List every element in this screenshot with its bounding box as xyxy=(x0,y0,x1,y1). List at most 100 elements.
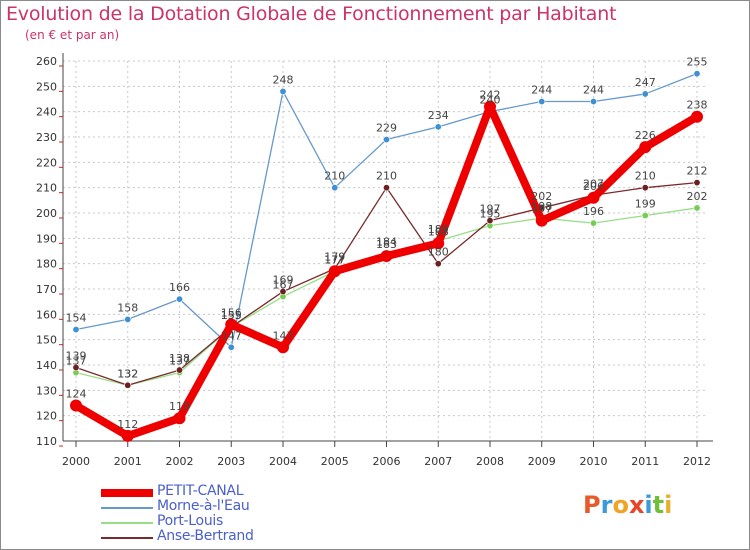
data-labels: 154 158 166 147 248 210 229 234 240 244 244 247 255 1… xyxy=(66,56,708,431)
data-point-petit-canal xyxy=(535,214,548,227)
legend-item: Anse-Bertrand xyxy=(101,528,321,545)
legend-label: Anse-Bertrand xyxy=(157,528,254,544)
legend-label: Port-Louis xyxy=(157,513,223,529)
data-point-morne-l-eau xyxy=(72,326,80,334)
logo-letter: i xyxy=(664,491,673,519)
y-tick-label: 130 xyxy=(36,384,57,397)
y-tick-label: 220 xyxy=(36,156,57,169)
data-point-petit-canal xyxy=(380,250,393,263)
data-label-anse-bertrand: 169 xyxy=(273,274,294,287)
data-point-petit-canal xyxy=(70,399,82,412)
data-label-port-louis: 202 xyxy=(687,190,708,203)
data-label-morne-l-eau: 255 xyxy=(687,56,708,69)
data-label-petit-canal: 238 xyxy=(687,99,708,112)
data-point-anse-bertrand xyxy=(176,366,184,374)
data-label-anse-bertrand: 210 xyxy=(635,170,656,183)
data-point-port-louis xyxy=(589,219,597,227)
data-label-port-louis: 198 xyxy=(531,200,552,213)
data-point-petit-canal xyxy=(587,191,600,204)
data-label-anse-bertrand: 210 xyxy=(376,170,397,183)
data-label-petit-canal: 188 xyxy=(428,225,449,238)
data-label-anse-bertrand: 207 xyxy=(583,177,604,190)
data-label-petit-canal: 177 xyxy=(324,253,345,266)
data-label-petit-canal: 183 xyxy=(376,238,397,251)
x-tick-label: 2003 xyxy=(217,455,245,468)
legend-item: Port-Louis xyxy=(101,513,321,530)
data-point-anse-bertrand xyxy=(279,288,287,296)
x-tick-label: 2007 xyxy=(424,455,452,468)
data-label-petit-canal: 197 xyxy=(531,203,552,216)
data-point-petit-canal xyxy=(173,412,186,425)
x-tick-label: 2010 xyxy=(580,455,608,468)
y-tick-label: 250 xyxy=(36,80,57,93)
data-point-petit-canal xyxy=(639,141,652,154)
x-tick-label: 2001 xyxy=(114,455,142,468)
data-label-port-louis: 137 xyxy=(66,355,87,368)
x-tick-label: 2008 xyxy=(476,455,504,468)
x-tick-label: 2005 xyxy=(321,455,349,468)
data-label-anse-bertrand: 212 xyxy=(687,165,708,178)
data-label-petit-canal: 124 xyxy=(66,388,87,401)
data-label-anse-bertrand: 180 xyxy=(428,246,449,259)
data-label-morne-l-eau: 248 xyxy=(273,73,294,86)
data-point-anse-bertrand xyxy=(641,184,649,192)
x-tick-label: 2012 xyxy=(683,455,711,468)
data-label-port-louis: 155 xyxy=(221,309,242,322)
y-tick-label: 190 xyxy=(36,232,57,245)
data-point-petit-canal xyxy=(121,429,134,442)
data-point-morne-l-eau xyxy=(641,90,649,98)
data-point-petit-canal xyxy=(691,110,703,123)
legend-swatch xyxy=(101,489,153,497)
data-point-anse-bertrand xyxy=(124,381,132,389)
y-tick-label: 160 xyxy=(36,308,57,321)
data-point-morne-l-eau xyxy=(279,87,287,95)
data-label-port-louis: 184 xyxy=(376,236,397,249)
data-point-port-louis xyxy=(693,204,701,212)
data-point-petit-canal xyxy=(484,100,496,113)
data-point-morne-l-eau xyxy=(176,295,184,303)
data-point-petit-canal xyxy=(277,341,289,354)
x-tick-label: 2011 xyxy=(631,455,659,468)
y-tick-label: 150 xyxy=(36,334,57,347)
y-tick-label: 240 xyxy=(36,106,57,119)
data-label-petit-canal: 206 xyxy=(583,180,604,193)
data-point-morne-l-eau xyxy=(693,70,701,78)
proxiti-logo: Proxiti xyxy=(583,491,672,519)
logo-letter: t xyxy=(652,491,665,519)
legend-item: Morne-à-l'Eau xyxy=(101,498,321,515)
x-tick-label: 2009 xyxy=(528,455,556,468)
data-label-morne-l-eau: 158 xyxy=(117,301,138,314)
data-label-anse-bertrand: 197 xyxy=(480,203,501,216)
data-label-petit-canal: 242 xyxy=(480,89,501,102)
axes: 110 120 130 140 150 160 170 180 190 200 210 220 230 2… xyxy=(36,53,713,468)
series-layer xyxy=(70,70,703,442)
data-label-morne-l-eau: 244 xyxy=(531,84,552,97)
legend: PETIT-CANAL Morne-à-l'Eau Port-Louis Anse-B… xyxy=(101,483,321,545)
data-label-port-louis: 177 xyxy=(324,253,345,266)
data-label-morne-l-eau: 234 xyxy=(428,109,449,122)
y-tick-label: 200 xyxy=(36,207,57,220)
data-label-morne-l-eau: 147 xyxy=(221,329,242,342)
data-point-morne-l-eau xyxy=(589,98,597,106)
data-label-morne-l-eau: 240 xyxy=(480,94,501,107)
data-point-anse-bertrand xyxy=(486,217,494,225)
data-point-morne-l-eau xyxy=(382,136,390,144)
x-tick-label: 2002 xyxy=(166,455,194,468)
data-label-port-louis: 199 xyxy=(635,198,656,211)
data-label-petit-canal: 119 xyxy=(169,400,190,413)
y-tick-label: 230 xyxy=(36,131,57,144)
data-point-petit-canal xyxy=(432,237,445,250)
data-point-anse-bertrand xyxy=(382,184,390,192)
data-point-morne-l-eau xyxy=(434,123,442,131)
data-label-anse-bertrand: 132 xyxy=(117,367,138,380)
data-label-anse-bertrand: 155 xyxy=(221,309,242,322)
data-point-morne-l-eau xyxy=(331,184,339,192)
chart-subtitle: (en € et par an) xyxy=(25,28,120,42)
logo-letter: r xyxy=(600,491,613,519)
data-label-petit-canal: 147 xyxy=(273,329,294,342)
y-tick-label: 180 xyxy=(36,258,57,271)
data-label-port-louis: 196 xyxy=(583,205,604,218)
data-point-anse-bertrand xyxy=(434,260,442,268)
data-label-morne-l-eau: 166 xyxy=(169,281,190,294)
